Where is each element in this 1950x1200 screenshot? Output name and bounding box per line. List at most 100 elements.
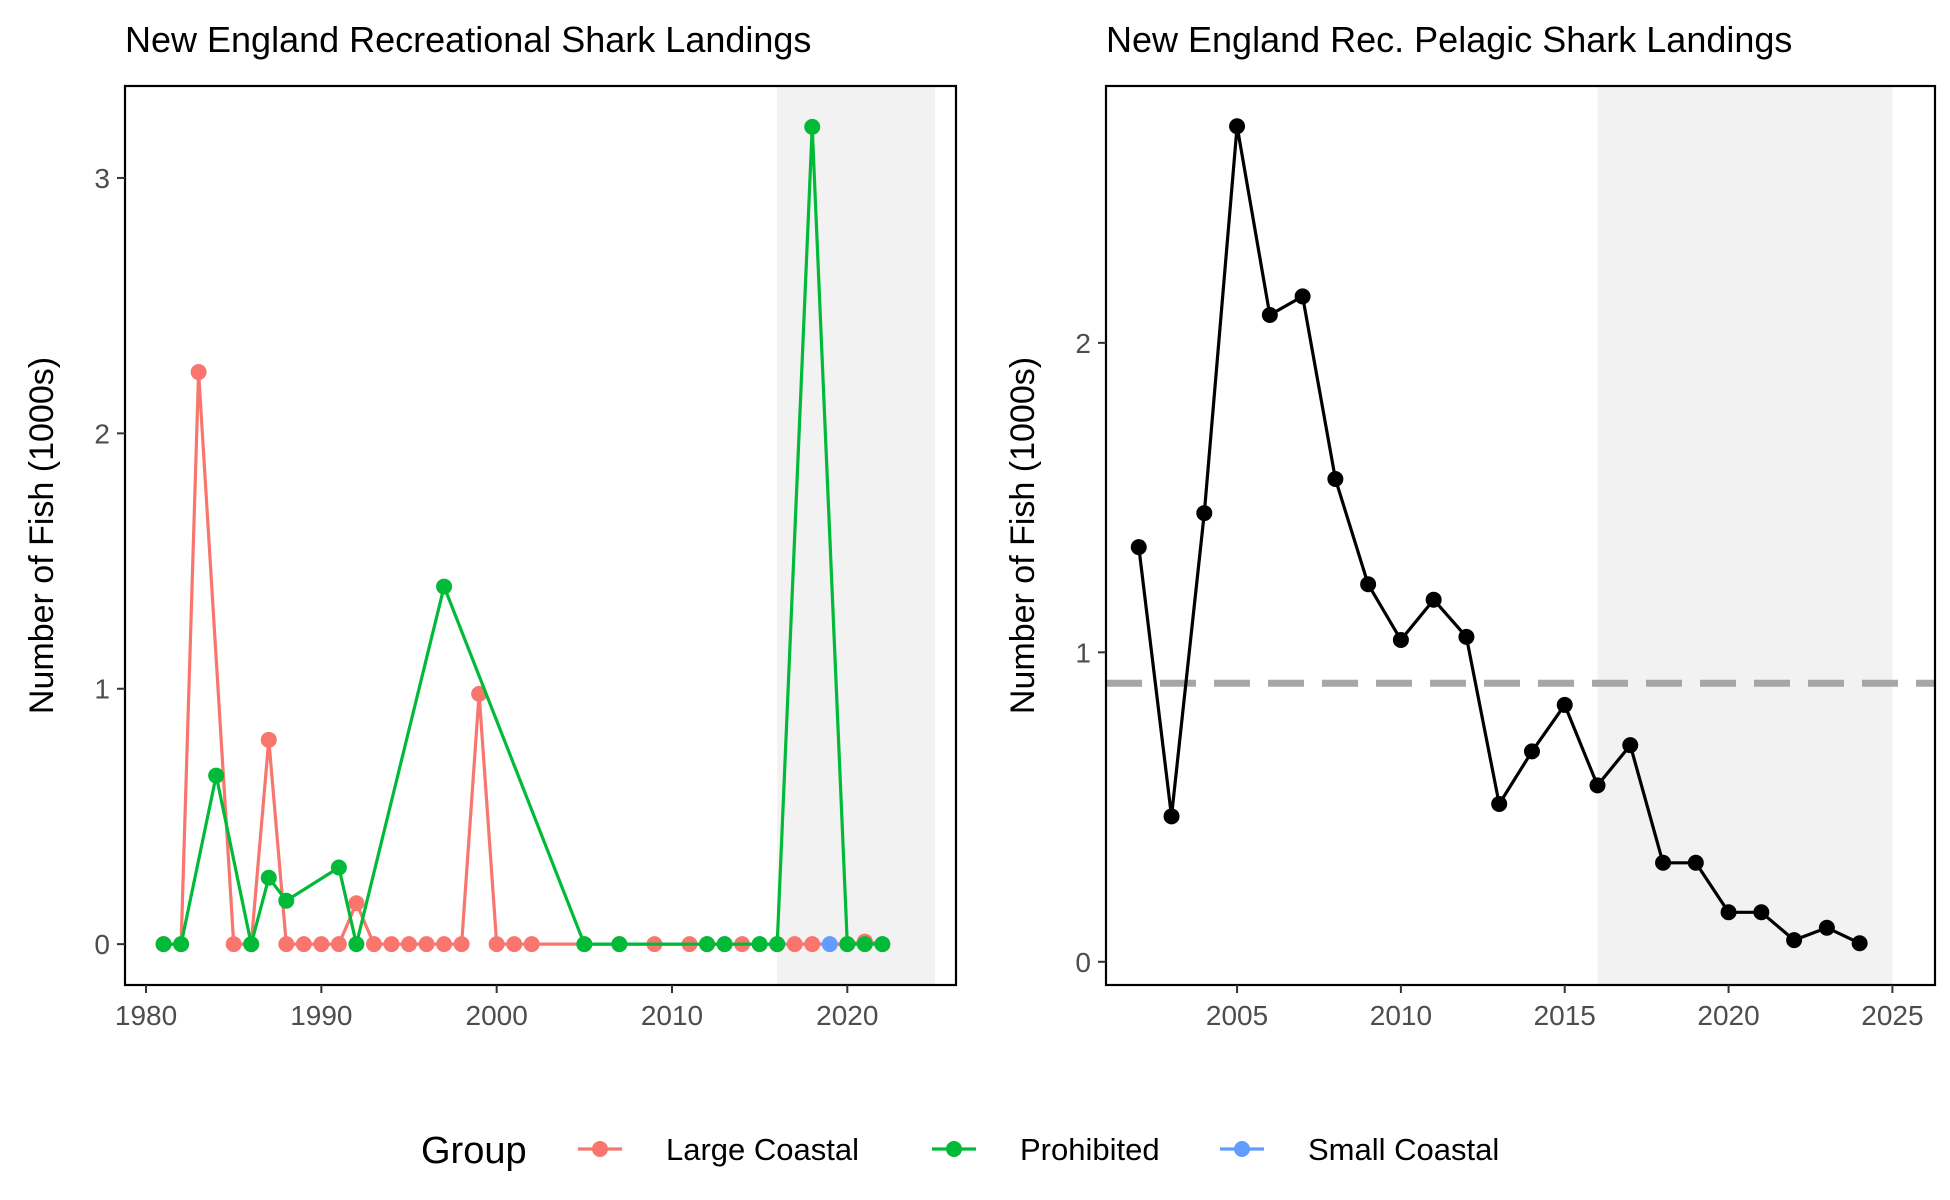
data-point-series: [1523, 743, 1540, 760]
data-point-prohibited: [769, 936, 786, 953]
data-point-series: [1163, 808, 1180, 825]
data-point-series: [1360, 576, 1377, 593]
data-point-prohibited: [208, 767, 225, 784]
legend-title: Group: [421, 1130, 527, 1172]
data-point-series: [1622, 737, 1639, 754]
data-point-large-coastal: [330, 936, 347, 953]
right-chart-panel: New England Rec. Pelagic Shark Landings 2…: [1004, 19, 1937, 1031]
data-point-large-coastal: [365, 936, 382, 953]
data-point-series: [1655, 854, 1672, 871]
data-point-large-coastal: [523, 936, 540, 953]
legend-label: Large Coastal: [666, 1132, 859, 1167]
data-point-large-coastal: [436, 936, 453, 953]
data-point-prohibited: [330, 859, 347, 876]
x-tick-label: 2005: [1206, 1000, 1268, 1031]
data-point-large-coastal: [488, 936, 505, 953]
legend: Group Large Coastal Prohibited Small Coast…: [421, 1130, 1499, 1172]
chart-title: New England Rec. Pelagic Shark Landings: [1106, 19, 1792, 60]
data-point-large-coastal: [453, 936, 470, 953]
data-point-prohibited: [155, 936, 172, 953]
data-point-series: [1229, 118, 1246, 135]
legend-item-large-coastal: Large Coastal: [578, 1132, 859, 1167]
x-tick-label: 2010: [1370, 1000, 1432, 1031]
data-point-prohibited: [278, 892, 295, 909]
data-point-prohibited: [611, 936, 628, 953]
data-point-series: [1753, 904, 1770, 921]
data-point-large-coastal: [418, 936, 435, 953]
chart-title: New England Recreational Shark Landings: [125, 19, 811, 60]
data-point-series: [1392, 631, 1409, 648]
data-point-large-coastal: [278, 936, 295, 953]
data-point-large-coastal: [506, 936, 523, 953]
data-point-series: [1687, 854, 1704, 871]
data-point-prohibited: [751, 936, 768, 953]
data-point-prohibited: [436, 578, 453, 595]
data-point-series: [1556, 696, 1573, 713]
data-point-large-coastal: [260, 731, 277, 748]
legend-key-point: [946, 1141, 962, 1157]
y-tick-label: 1: [1075, 637, 1091, 668]
legend-key-point: [1234, 1141, 1250, 1157]
data-point-large-coastal: [786, 936, 803, 953]
y-tick-label: 1: [94, 674, 110, 705]
legend-label: Small Coastal: [1308, 1132, 1499, 1167]
y-tick-label: 0: [94, 929, 110, 960]
left-chart-panel: New England Recreational Shark Landings 1…: [23, 19, 958, 1031]
shaded-region: [777, 86, 935, 985]
data-point-prohibited: [699, 936, 716, 953]
data-point-series: [1458, 628, 1475, 645]
data-point-series: [1327, 471, 1344, 488]
data-point-large-coastal: [190, 364, 207, 381]
x-tick-label: 2010: [641, 1000, 703, 1031]
data-point-series: [1851, 935, 1868, 952]
y-tick-label: 3: [94, 163, 110, 194]
data-point-series: [1491, 795, 1508, 812]
data-point-prohibited: [716, 936, 733, 953]
data-point-prohibited: [839, 936, 856, 953]
data-point-large-coastal: [401, 936, 418, 953]
data-point-prohibited: [874, 936, 891, 953]
data-point-prohibited: [243, 936, 260, 953]
x-tick-label: 2015: [1534, 1000, 1596, 1031]
plot-border: [123, 84, 958, 987]
data-point-series: [1589, 777, 1606, 794]
data-point-prohibited: [348, 936, 365, 953]
y-axis-title: Number of Fish (1000s): [23, 357, 61, 714]
data-point-series: [1196, 505, 1213, 522]
x-tick-label: 1980: [115, 1000, 177, 1031]
data-point-series: [1818, 919, 1835, 936]
y-tick-label: 0: [1075, 947, 1091, 978]
x-tick-label: 2000: [466, 1000, 528, 1031]
x-tick-label: 2020: [816, 1000, 878, 1031]
data-point-series: [1261, 307, 1278, 324]
data-point-large-coastal: [348, 895, 365, 912]
data-point-prohibited: [804, 118, 821, 135]
data-point-series: [1130, 539, 1147, 556]
y-tick-label: 2: [94, 418, 110, 449]
y-tick-label: 2: [1075, 328, 1091, 359]
data-point-prohibited: [576, 936, 593, 953]
data-point-prohibited: [173, 936, 190, 953]
data-point-large-coastal: [804, 936, 821, 953]
x-tick-label: 2020: [1697, 1000, 1759, 1031]
legend-item-prohibited: Prohibited: [932, 1132, 1160, 1167]
data-point-small-coastal: [821, 936, 838, 953]
data-point-series: [1294, 288, 1311, 305]
data-point-prohibited: [260, 869, 277, 886]
data-point-large-coastal: [383, 936, 400, 953]
legend-key-point: [592, 1141, 608, 1157]
data-point-series: [1425, 591, 1442, 608]
legend-item-small-coastal: Small Coastal: [1220, 1132, 1499, 1167]
data-point-large-coastal: [225, 936, 242, 953]
data-point-large-coastal: [313, 936, 330, 953]
x-tick-label: 1990: [290, 1000, 352, 1031]
plot-border: [1104, 84, 1937, 987]
data-point-prohibited: [856, 936, 873, 953]
data-point-large-coastal: [295, 936, 312, 953]
data-point-series: [1786, 932, 1803, 949]
legend-label: Prohibited: [1020, 1132, 1160, 1167]
shaded-region: [1597, 86, 1893, 985]
y-axis-title: Number of Fish (1000s): [1004, 357, 1042, 714]
data-point-series: [1720, 904, 1737, 921]
